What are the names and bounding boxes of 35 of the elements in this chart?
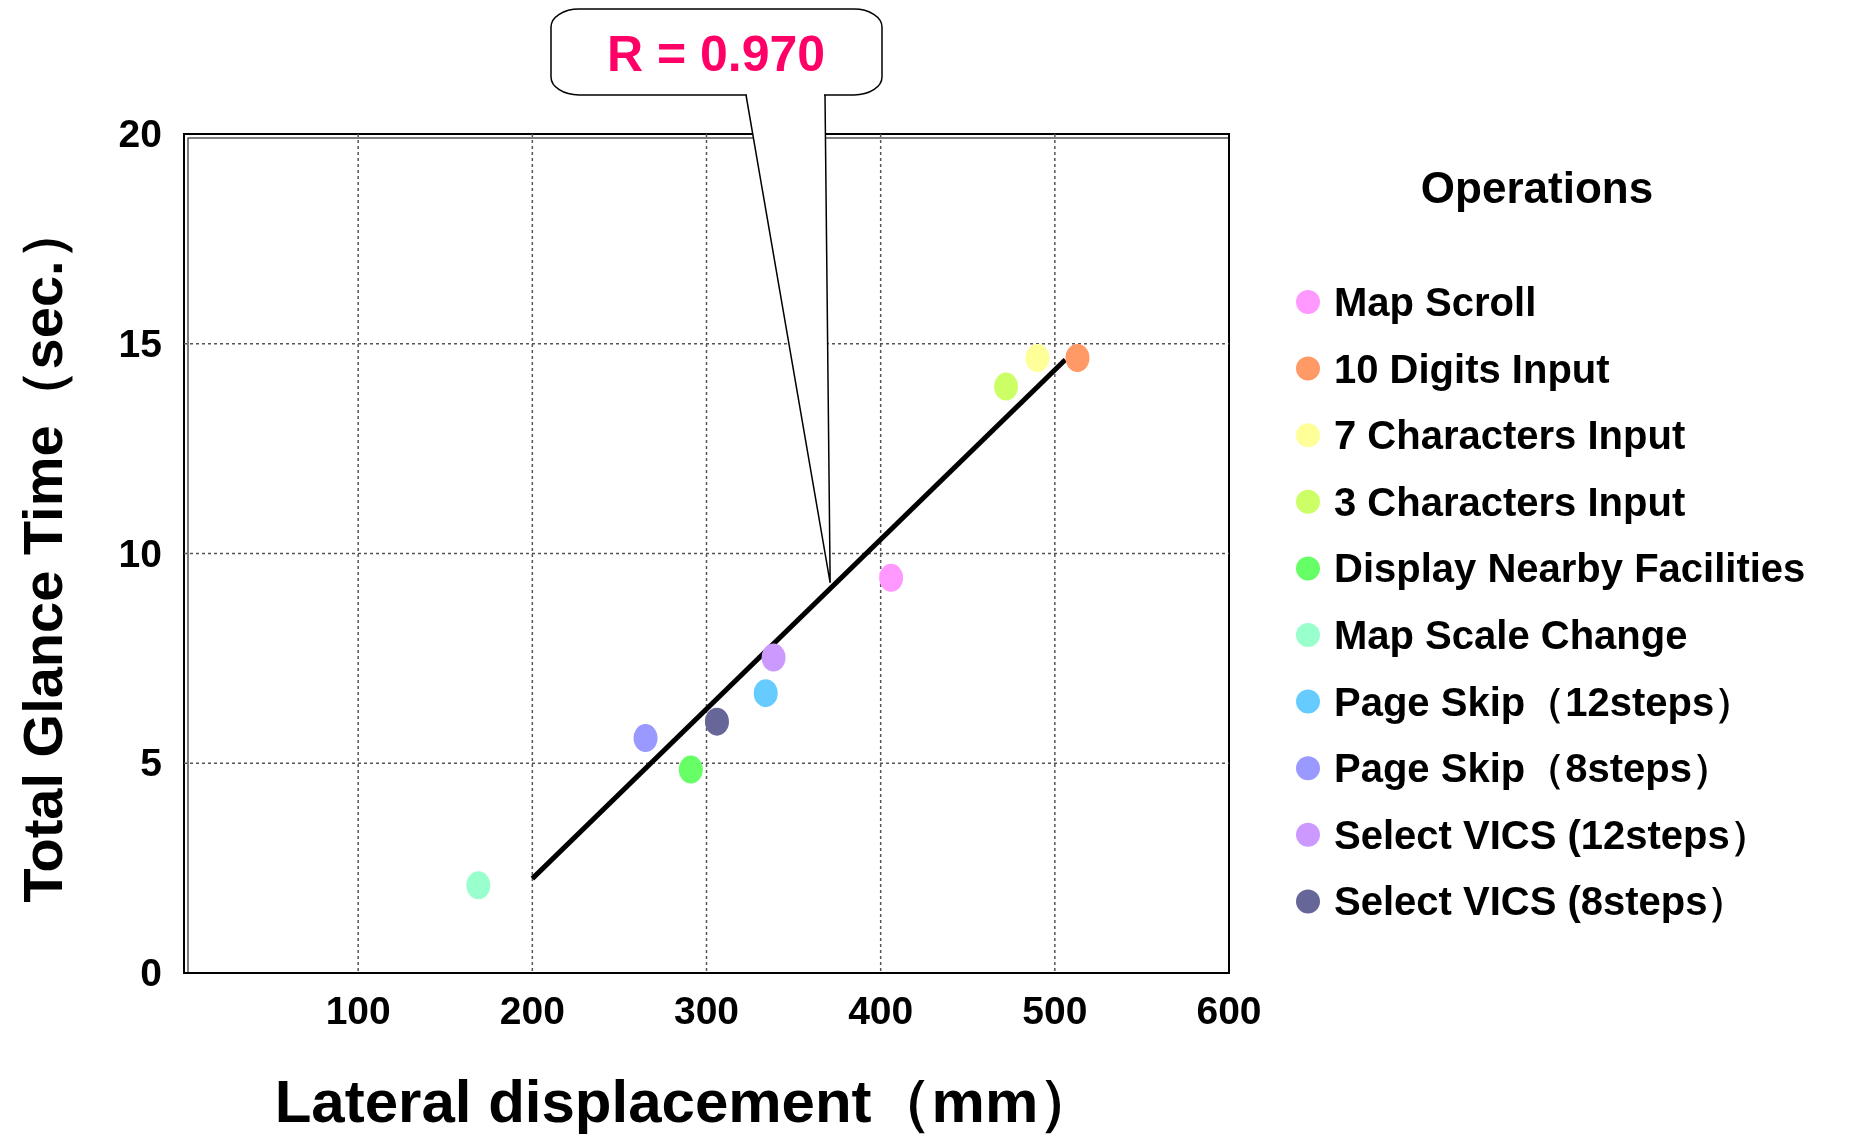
point (633, 724, 658, 753)
point (466, 871, 491, 900)
x-tick-label: 500 (1022, 989, 1088, 1032)
legend-label: Page Skip（8steps） (1334, 746, 1732, 791)
y-tick-label: 20 (118, 112, 162, 155)
legend-label: Select VICS (12steps） (1334, 812, 1770, 857)
x-tick-label: 100 (325, 989, 391, 1032)
legend-label: 7 Characters Input (1334, 413, 1686, 458)
x-tick-label: 200 (499, 989, 565, 1032)
legend-label: 3 Characters Input (1334, 479, 1686, 524)
legend-label: Select VICS (8steps） (1334, 879, 1748, 924)
point (1025, 344, 1050, 373)
point (678, 755, 703, 784)
legend-label: 10 Digits Input (1334, 346, 1610, 391)
point (879, 563, 904, 592)
legend-title: Operations (1420, 163, 1654, 212)
annotation: R = 0.970 (606, 26, 826, 82)
y-tick-label: 5 (140, 741, 162, 785)
x-tick-label: 600 (1196, 989, 1262, 1032)
y-tick-label: 0 (140, 951, 162, 994)
point (994, 372, 1019, 401)
legend-label: Display Nearby Facilities (1334, 546, 1806, 591)
point (704, 707, 729, 736)
y-tick-label: 15 (118, 321, 162, 365)
legend-label: Map Scroll (1334, 280, 1537, 324)
legend-label: Map Scale Change (1334, 613, 1688, 657)
x-tick-label: 300 (673, 989, 740, 1032)
legend-label: Page Skip（12steps） (1334, 679, 1755, 724)
y-tick-label: 10 (118, 531, 162, 575)
x-axis-title: Lateral displacement（mm） (274, 1068, 1099, 1135)
point (753, 679, 778, 708)
x-tick-label: 400 (848, 989, 914, 1032)
point (761, 643, 786, 672)
point (1065, 344, 1090, 373)
y-axis-title: Total Glance Time（sec.） (11, 204, 74, 903)
